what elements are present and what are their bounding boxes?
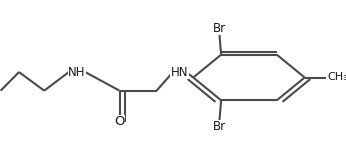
Text: Br: Br — [213, 120, 226, 133]
Text: HN: HN — [171, 66, 188, 79]
Text: NH: NH — [68, 66, 86, 79]
Text: Br: Br — [213, 22, 226, 35]
Text: O: O — [114, 115, 125, 128]
Text: CH₃: CH₃ — [327, 73, 346, 82]
